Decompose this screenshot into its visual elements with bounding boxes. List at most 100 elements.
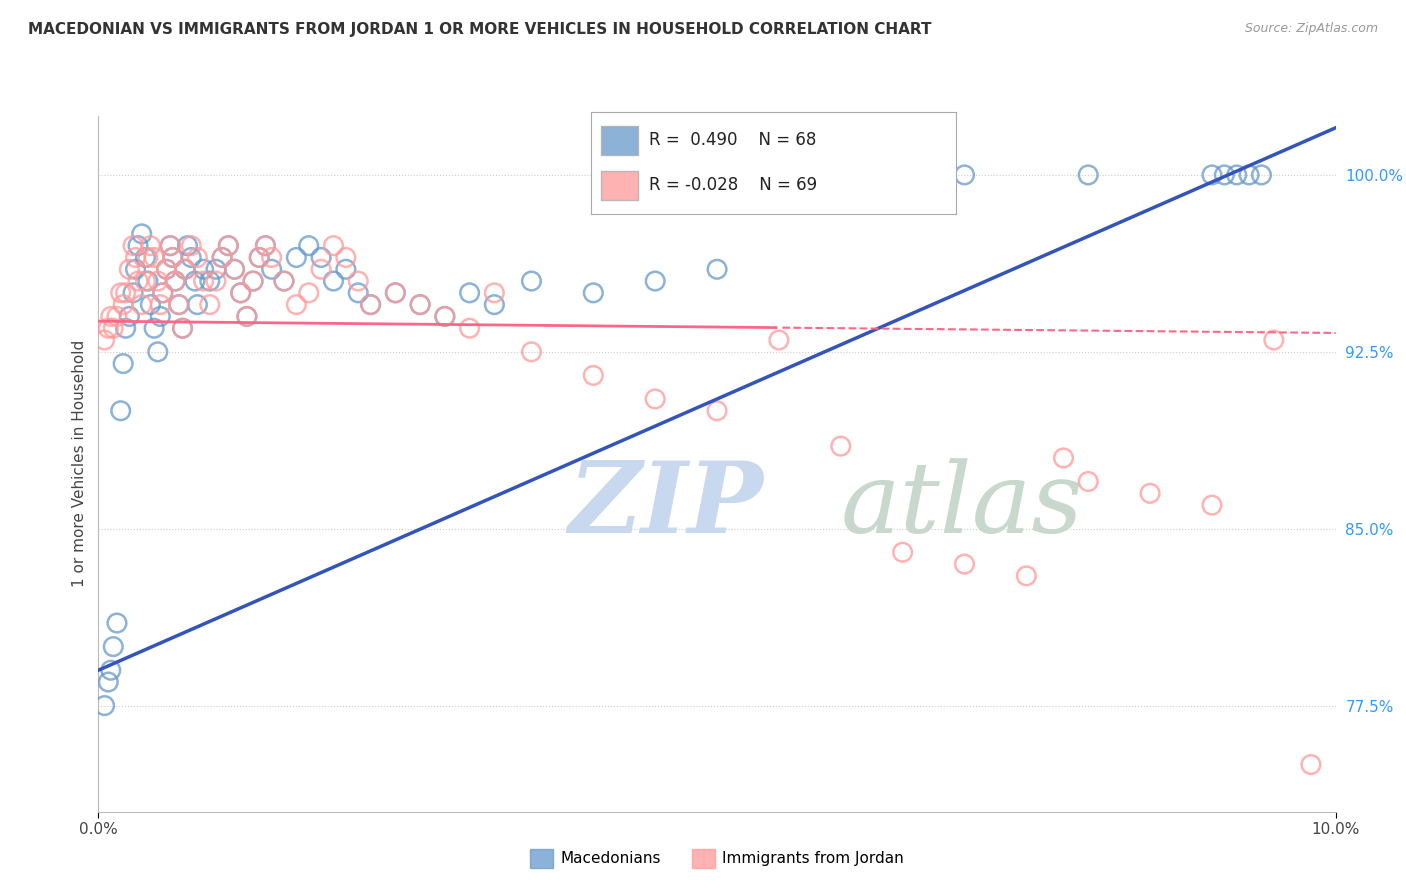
- Point: [211, 251, 233, 265]
- Point: [112, 298, 135, 312]
- Point: [242, 274, 264, 288]
- Point: [484, 298, 506, 312]
- Point: [360, 298, 382, 312]
- Point: [582, 368, 605, 383]
- Point: [103, 321, 125, 335]
- Point: [309, 262, 332, 277]
- Point: [110, 404, 132, 418]
- Point: [110, 285, 132, 300]
- Point: [97, 321, 120, 335]
- Point: [162, 251, 184, 265]
- Point: [180, 251, 202, 265]
- Text: ZIP: ZIP: [568, 458, 763, 554]
- Point: [122, 285, 145, 300]
- Point: [1201, 498, 1223, 512]
- Point: [1201, 168, 1223, 182]
- FancyBboxPatch shape: [602, 126, 638, 154]
- Point: [309, 251, 332, 265]
- Point: [409, 298, 432, 312]
- Point: [224, 262, 246, 277]
- Point: [162, 251, 184, 265]
- Point: [193, 262, 215, 277]
- Point: [100, 663, 122, 677]
- Point: [322, 274, 344, 288]
- Point: [953, 168, 976, 182]
- Point: [236, 310, 259, 324]
- Point: [830, 439, 852, 453]
- Point: [186, 298, 208, 312]
- Point: [384, 285, 406, 300]
- Point: [105, 310, 128, 324]
- Point: [347, 285, 370, 300]
- FancyBboxPatch shape: [602, 171, 638, 200]
- Point: [152, 285, 174, 300]
- Point: [298, 238, 321, 252]
- Point: [174, 262, 197, 277]
- Point: [706, 404, 728, 418]
- Point: [229, 285, 252, 300]
- Point: [118, 262, 141, 277]
- Point: [136, 274, 159, 288]
- Legend: Macedonians, Immigrants from Jordan: Macedonians, Immigrants from Jordan: [524, 843, 910, 873]
- Point: [891, 545, 914, 559]
- Point: [409, 298, 432, 312]
- Point: [143, 251, 166, 265]
- Point: [520, 344, 543, 359]
- Point: [1226, 168, 1249, 182]
- Point: [131, 298, 153, 312]
- Point: [229, 285, 252, 300]
- Text: R =  0.490    N = 68: R = 0.490 N = 68: [650, 131, 817, 149]
- Point: [180, 238, 202, 252]
- Text: atlas: atlas: [841, 458, 1084, 553]
- Point: [347, 274, 370, 288]
- Point: [273, 274, 295, 288]
- Point: [155, 262, 177, 277]
- Point: [360, 298, 382, 312]
- Point: [298, 285, 321, 300]
- Point: [114, 285, 136, 300]
- Point: [1139, 486, 1161, 500]
- Point: [155, 262, 177, 277]
- Point: [167, 298, 190, 312]
- Point: [458, 285, 481, 300]
- Point: [433, 310, 456, 324]
- Point: [105, 615, 128, 630]
- Point: [1237, 168, 1260, 182]
- Point: [1299, 757, 1322, 772]
- Point: [433, 310, 456, 324]
- Point: [134, 274, 156, 288]
- Point: [165, 274, 187, 288]
- Point: [159, 238, 181, 252]
- Point: [149, 298, 172, 312]
- Point: [184, 274, 207, 288]
- Point: [103, 640, 125, 654]
- Point: [273, 274, 295, 288]
- Point: [458, 321, 481, 335]
- Point: [127, 238, 149, 252]
- Point: [174, 262, 197, 277]
- Point: [322, 238, 344, 252]
- Point: [139, 238, 162, 252]
- Point: [285, 298, 308, 312]
- Point: [186, 251, 208, 265]
- Point: [1263, 333, 1285, 347]
- Point: [136, 251, 159, 265]
- Point: [172, 321, 194, 335]
- Point: [644, 274, 666, 288]
- Point: [146, 274, 169, 288]
- Point: [124, 251, 146, 265]
- Point: [159, 238, 181, 252]
- Point: [100, 310, 122, 324]
- Point: [149, 310, 172, 324]
- Point: [254, 238, 277, 252]
- Point: [114, 321, 136, 335]
- Point: [644, 392, 666, 406]
- Point: [285, 251, 308, 265]
- Text: R = -0.028    N = 69: R = -0.028 N = 69: [650, 177, 817, 194]
- Point: [484, 285, 506, 300]
- Point: [247, 251, 270, 265]
- Point: [131, 227, 153, 241]
- Point: [143, 321, 166, 335]
- Point: [118, 310, 141, 324]
- Point: [768, 333, 790, 347]
